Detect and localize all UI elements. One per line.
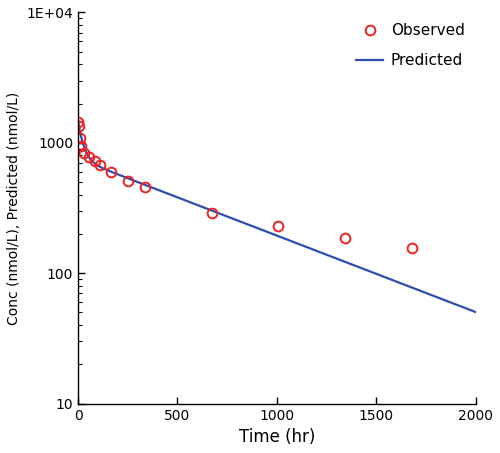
Y-axis label: Conc (nmol/L), Predicted (nmol/L): Conc (nmol/L), Predicted (nmol/L) — [7, 92, 21, 325]
Observed — [342, 236, 348, 241]
Observed — [76, 119, 82, 125]
Observed — [86, 154, 92, 159]
Observed — [76, 123, 82, 129]
Observed — [80, 151, 86, 156]
Predicted — [120, 174, 126, 179]
Predicted — [244, 222, 250, 227]
Observed — [125, 178, 131, 184]
Predicted — [144, 183, 150, 188]
Line: Predicted: Predicted — [78, 122, 475, 312]
Predicted — [75, 119, 81, 125]
Predicted — [422, 290, 428, 295]
X-axis label: Time (hr): Time (hr) — [238, 428, 315, 446]
Observed — [108, 169, 114, 174]
Observed — [98, 162, 103, 168]
Observed — [409, 246, 415, 251]
Observed — [76, 136, 82, 141]
Observed — [276, 223, 281, 229]
Line: Observed: Observed — [74, 117, 417, 253]
Predicted — [472, 309, 478, 315]
Legend: Observed, Predicted: Observed, Predicted — [350, 17, 471, 75]
Predicted — [228, 215, 234, 221]
Observed — [142, 184, 148, 189]
Observed — [78, 143, 84, 149]
Observed — [92, 158, 98, 164]
Predicted — [464, 306, 470, 312]
Observed — [208, 210, 214, 216]
